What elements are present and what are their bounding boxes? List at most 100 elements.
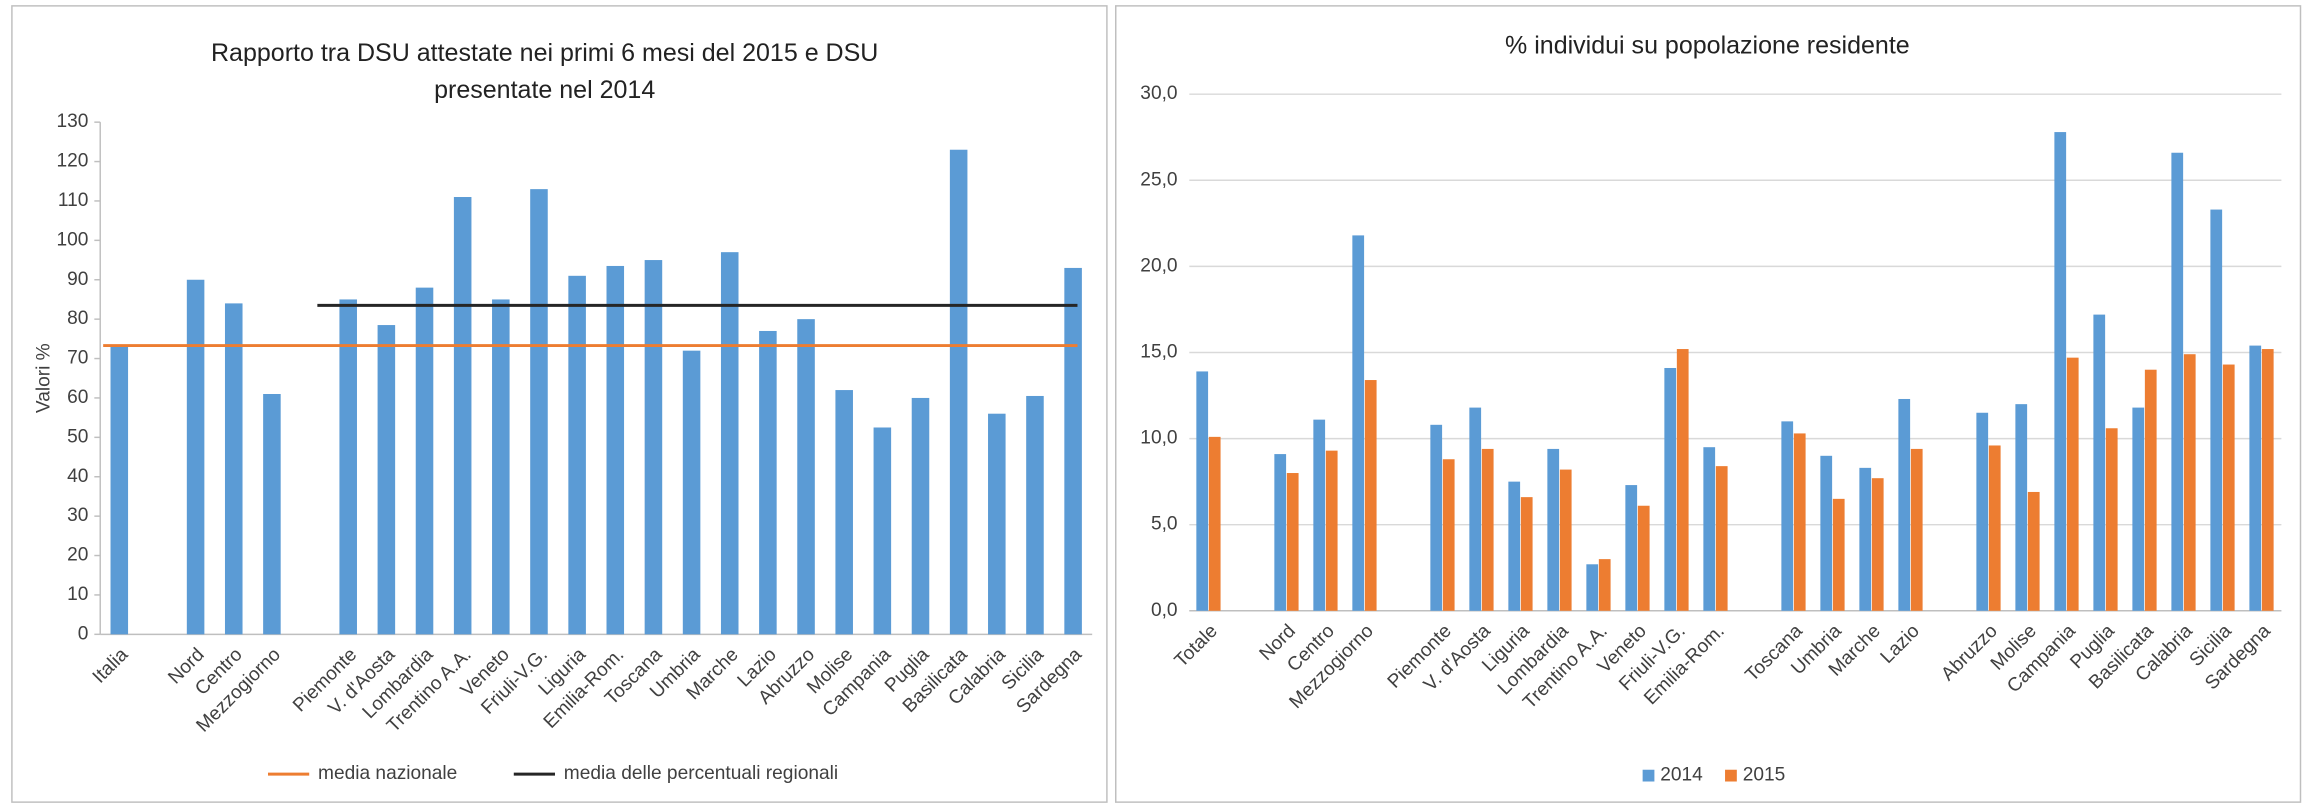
bar [759,330,777,635]
y-tick-label: 0,0 [1151,600,1178,621]
y-tick-label: 80 [67,308,88,329]
bar [2261,349,2274,611]
bar [1988,445,2001,611]
bar [1208,436,1221,611]
bar [377,325,396,635]
x-tick-label: Totale [1171,621,1222,672]
bar [2171,152,2184,611]
y-tick-label: 100 [57,229,89,250]
bar [1352,235,1365,611]
bar [110,346,129,635]
bar [873,427,892,635]
y-tick-label: 130 [57,111,89,132]
bar [911,397,930,635]
bar [1547,448,1560,611]
bar [2066,357,2079,611]
x-tick-label: Lazio [1877,621,1924,668]
bar [1481,448,1494,611]
bar [1832,498,1845,611]
y-tick-label: 20,0 [1140,255,1177,276]
bar [1793,433,1806,611]
y-tick-label: 90 [67,269,88,290]
bar [339,299,357,635]
y-tick-label: 0 [78,623,89,644]
bar [1064,267,1082,635]
bar [415,287,434,635]
y-tick-label: 40 [67,466,88,487]
legend-label: 2014 [1660,765,1703,786]
bar [1430,424,1443,611]
legend-swatch [1725,769,1737,782]
bar [1508,481,1521,611]
bar [1469,407,1482,611]
bar [2210,209,2223,611]
chart-title: presentate nel 2014 [434,76,655,104]
bar [2249,345,2262,611]
y-tick-label: 30,0 [1140,83,1177,104]
y-tick-label: 110 [58,190,89,211]
bar [1859,467,1872,611]
y-tick-label: 70 [67,348,88,369]
bar [2144,369,2157,611]
bar [1520,497,1533,611]
bar [1898,398,1911,611]
bar [1598,559,1611,611]
legend-label: media delle percentuali regionali [564,763,838,784]
bar [1910,448,1923,611]
y-tick-label: 10 [67,584,88,605]
bar [720,252,739,635]
bar [530,189,548,635]
bar [453,197,472,635]
bar [1364,380,1377,611]
x-tick-label: Italia [89,644,133,688]
bar [835,390,853,635]
bar [1871,478,1884,611]
y-axis-label: Valori % [33,343,54,413]
bar [1442,459,1455,611]
bar [988,413,1006,635]
bar [1637,505,1650,611]
bar [2183,354,2196,611]
bar [1625,485,1638,611]
legend-label: media nazionale [318,763,457,784]
bar [1664,367,1677,611]
legend-swatch [1642,769,1655,782]
bar [2105,428,2118,611]
bar [263,394,281,635]
y-tick-label: 15,0 [1140,342,1177,363]
y-tick-label: 50 [67,426,88,447]
bar [2093,314,2106,611]
legend-label: 2015 [1743,765,1786,786]
bar [1820,455,1833,611]
bar [2054,132,2067,611]
bar [186,279,205,635]
bar [1286,473,1299,611]
bar [2027,491,2040,611]
chart-title: % individui su popolazione residente [1505,32,1910,60]
panel-frame [1114,5,2302,803]
bar [1313,419,1326,611]
bar [1715,466,1728,611]
bar [1781,421,1794,611]
bar [2132,407,2145,611]
bar [2222,364,2235,611]
y-tick-label: 10,0 [1140,428,1177,449]
bar [1026,395,1044,635]
bar [2015,404,2028,611]
bar [568,275,586,635]
y-tick-label: 30 [67,505,88,526]
bar [949,149,968,635]
bar [1586,564,1599,611]
y-tick-label: 25,0 [1140,169,1177,190]
bar [682,350,701,635]
bar [797,319,815,635]
bar [1274,454,1287,611]
y-tick-label: 20 [67,545,88,566]
bar [1676,349,1689,611]
bar [606,265,625,635]
y-tick-label: 120 [57,151,89,172]
y-tick-label: 60 [67,387,88,408]
bar [1325,450,1338,611]
bar [1976,412,1989,611]
